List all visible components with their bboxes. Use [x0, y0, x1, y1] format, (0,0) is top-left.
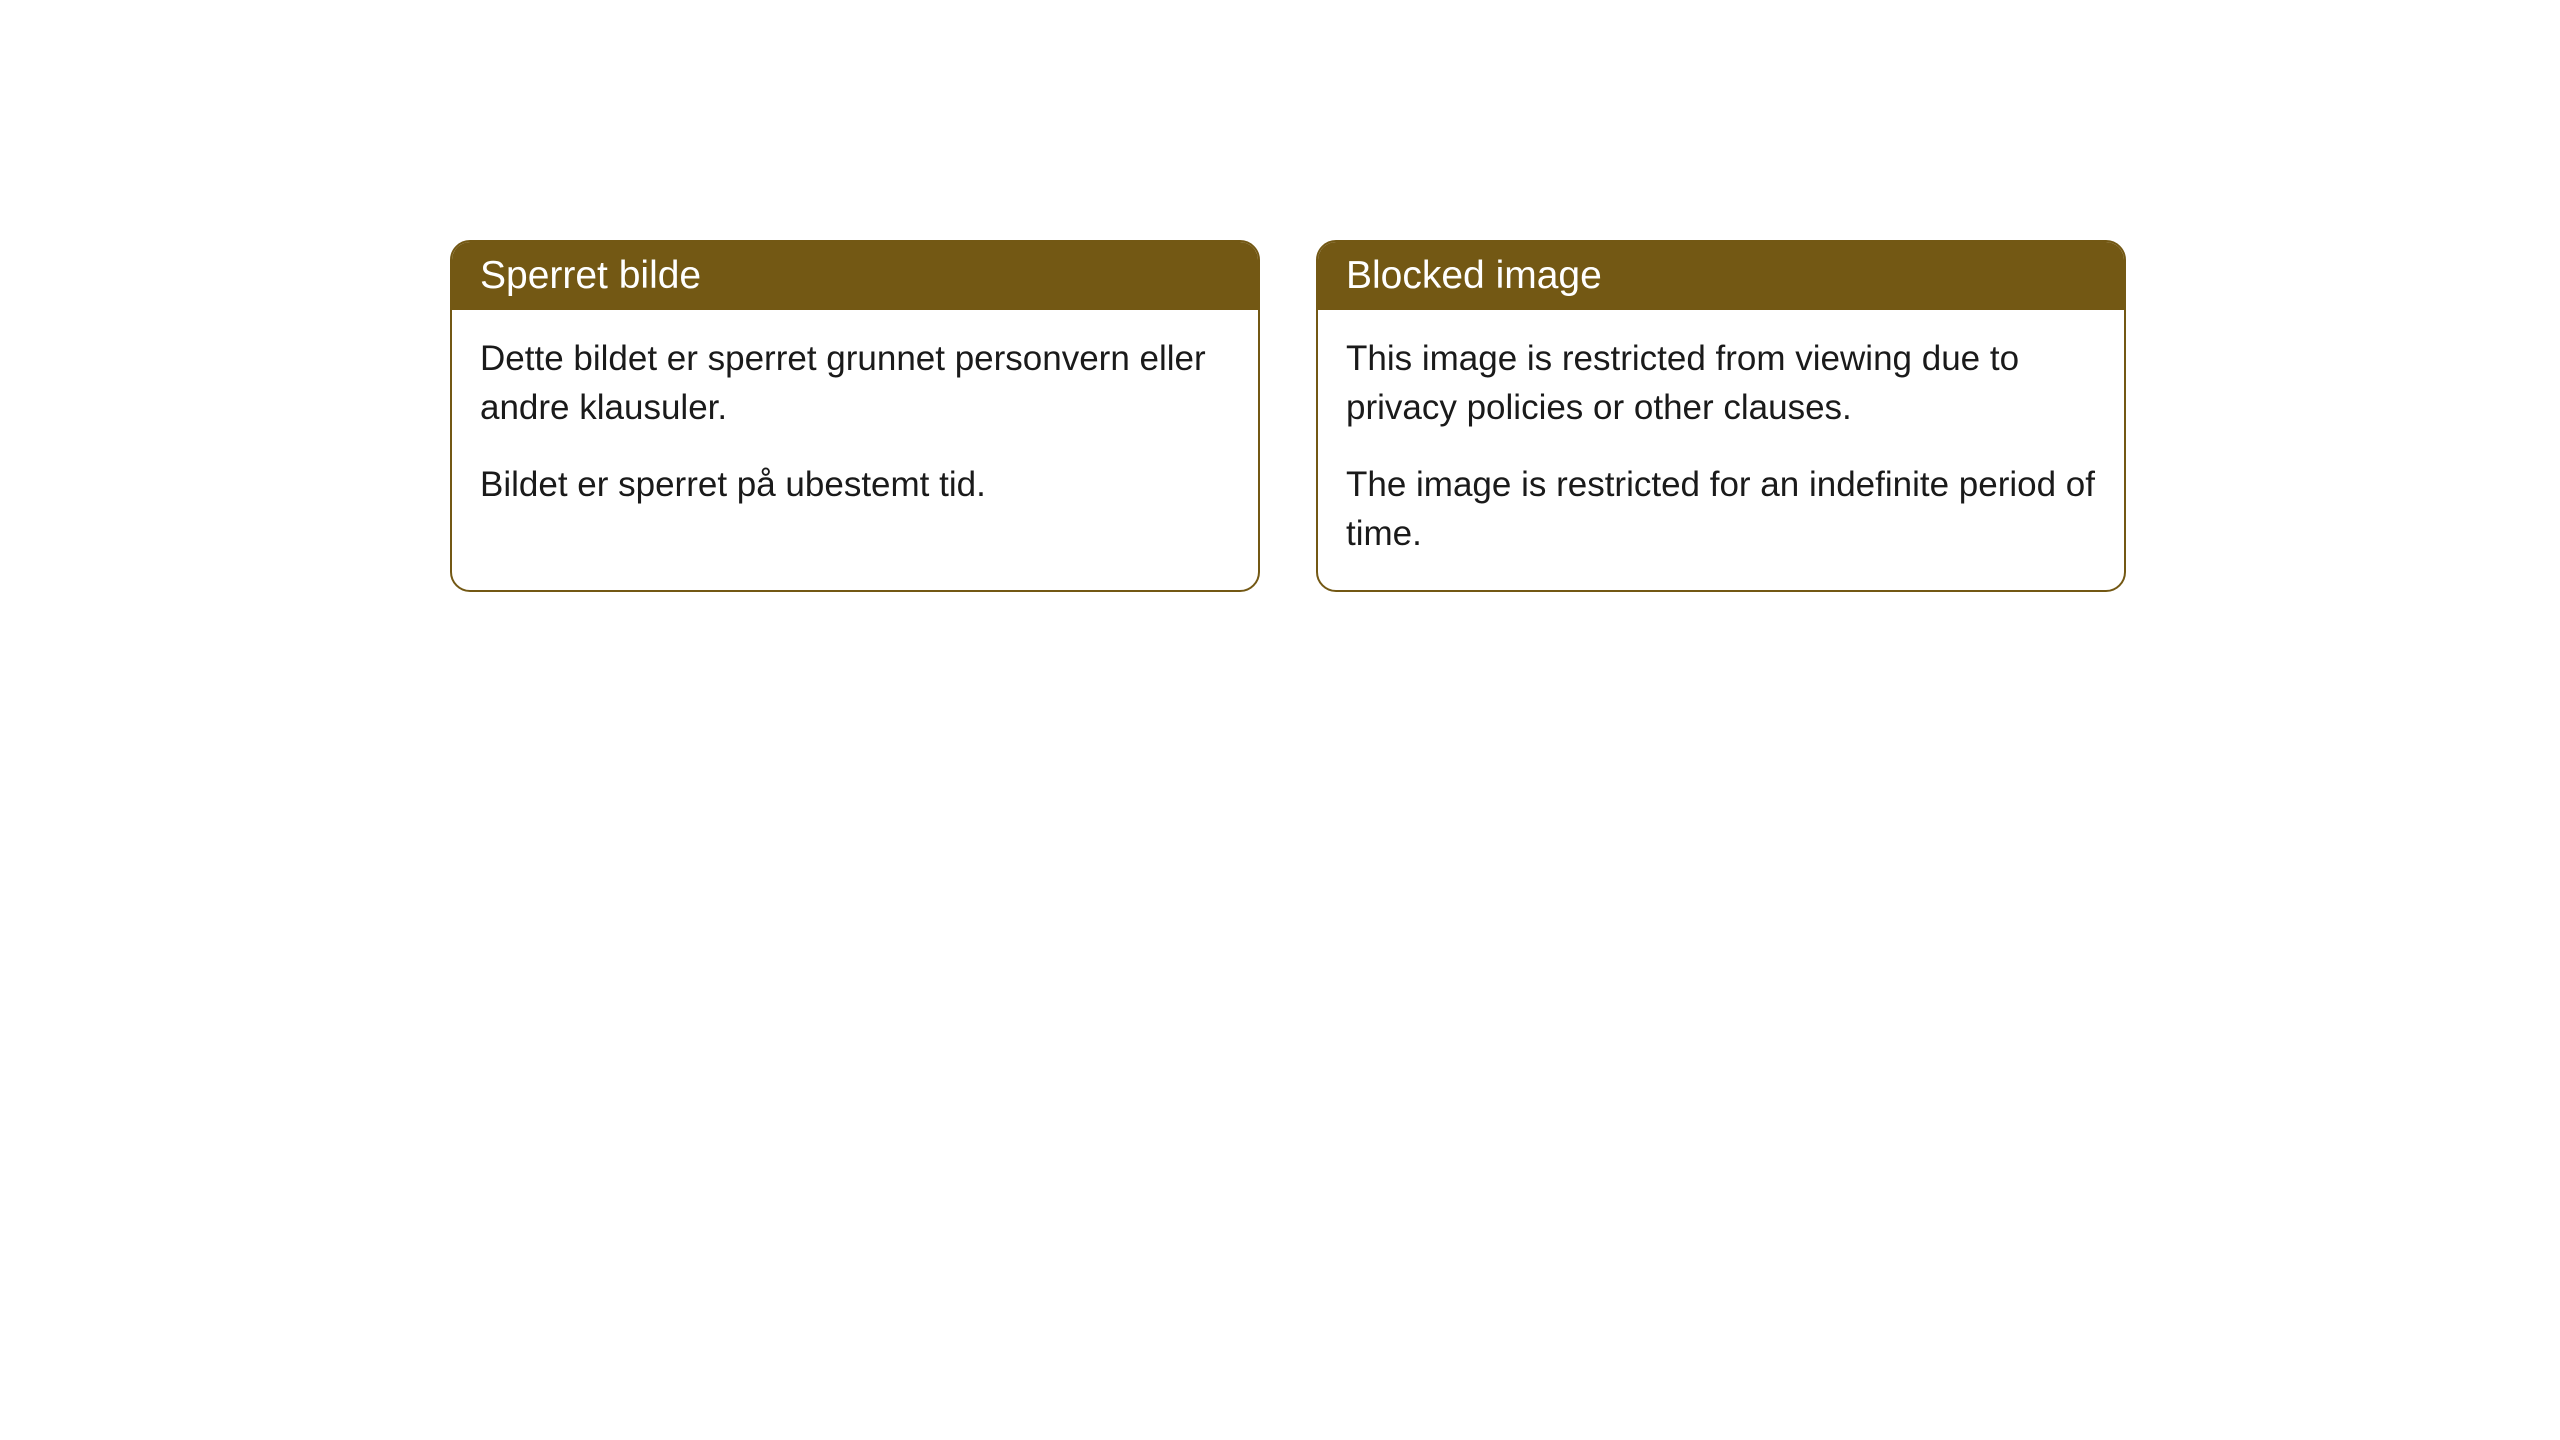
card-header-norwegian: Sperret bilde	[452, 242, 1258, 310]
card-header-english: Blocked image	[1318, 242, 2124, 310]
cards-container: Sperret bilde Dette bildet er sperret gr…	[450, 240, 2560, 592]
card-norwegian: Sperret bilde Dette bildet er sperret gr…	[450, 240, 1260, 592]
card-body-norwegian: Dette bildet er sperret grunnet personve…	[452, 310, 1258, 541]
card-paragraph1-english: This image is restricted from viewing du…	[1346, 334, 2096, 432]
card-paragraph2-norwegian: Bildet er sperret på ubestemt tid.	[480, 460, 1230, 509]
card-paragraph1-norwegian: Dette bildet er sperret grunnet personve…	[480, 334, 1230, 432]
card-english: Blocked image This image is restricted f…	[1316, 240, 2126, 592]
card-title-english: Blocked image	[1346, 254, 1602, 297]
card-paragraph2-english: The image is restricted for an indefinit…	[1346, 460, 2096, 558]
card-title-norwegian: Sperret bilde	[480, 254, 701, 297]
card-body-english: This image is restricted from viewing du…	[1318, 310, 2124, 590]
